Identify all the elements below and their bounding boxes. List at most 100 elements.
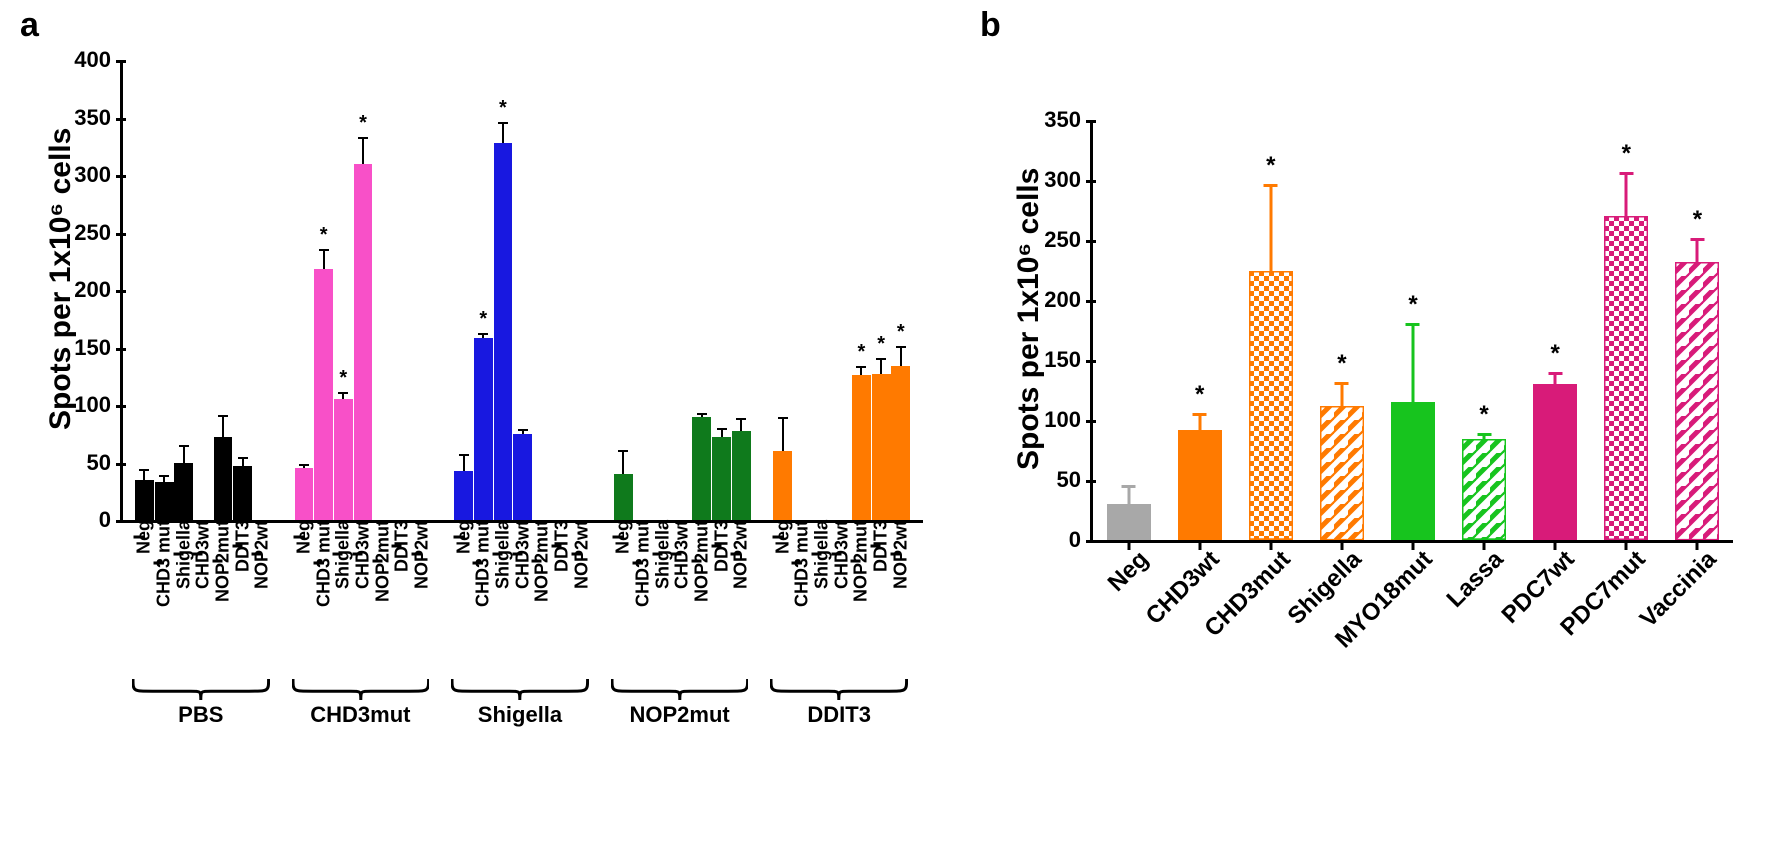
error-bar xyxy=(1127,485,1130,504)
error-bar xyxy=(740,418,742,432)
panel-a-bar: * xyxy=(891,366,910,520)
significance-star: * xyxy=(339,367,347,390)
panel-a-bar-label: NOP2mut xyxy=(213,520,234,602)
error-bar xyxy=(1198,413,1201,430)
panel-a-bar-label: CHD3 mut xyxy=(313,520,334,607)
error-bar xyxy=(323,249,325,270)
panel-a-bar xyxy=(174,463,193,521)
panel-a-group: NegCHD3 mutShigellaCHD3wtNOP2mutDDIT3NOP… xyxy=(135,60,273,520)
panel-a-bar-label: NOP2wt xyxy=(252,520,273,589)
panel-a-bar-label: Shigella xyxy=(173,520,194,589)
panel-a-bar: * xyxy=(494,143,513,520)
panel-a-bar xyxy=(454,471,473,520)
panel-b-bar: * xyxy=(1462,439,1506,540)
error-bar xyxy=(342,392,344,399)
panel-b-bar: * xyxy=(1604,216,1648,540)
significance-star: * xyxy=(1622,140,1631,168)
error-bar xyxy=(143,469,145,479)
panel-a-group: NegCHD3 mutShigellaCHD3wtNOP2mut*DDIT3*N… xyxy=(773,60,911,520)
panel-b-ytick: 50 xyxy=(1057,467,1093,493)
significance-star: * xyxy=(1551,340,1560,368)
panel-a-bar-label: NOP2wt xyxy=(411,520,432,589)
error-bar xyxy=(362,137,364,163)
significance-star: * xyxy=(1266,152,1275,180)
panel-b-ytick: 250 xyxy=(1044,227,1093,253)
significance-star: * xyxy=(479,308,487,331)
panel-a: a Spots per 1x10⁶ cells 0501001502002503… xyxy=(0,0,960,860)
group-label: PBS xyxy=(132,702,270,728)
error-bar xyxy=(1554,372,1557,384)
panel-a-bar: * xyxy=(334,399,353,520)
panel-a-bar-label: Shigella xyxy=(652,520,673,589)
panel-a-bar-label: CHD3wt xyxy=(193,520,214,589)
panel-b-ytick: 350 xyxy=(1044,107,1093,133)
panel-a-bar: * xyxy=(474,338,493,520)
error-bar xyxy=(1696,238,1699,262)
panel-a-bar-label: CHD3 mut xyxy=(154,520,175,607)
panel-a-bar xyxy=(233,466,252,520)
panel-a-bar-label: Shigella xyxy=(812,520,833,589)
error-bar xyxy=(701,413,703,416)
panel-a-ytick: 300 xyxy=(74,162,123,188)
panel-b-bar-label: Vaccinia xyxy=(1630,540,1723,633)
error-bar xyxy=(860,366,862,375)
panel-a-bar-label: NOP2mut xyxy=(532,520,553,602)
panel-a-bar-label: DDIT3 xyxy=(392,520,413,572)
panel-a-bar: * xyxy=(314,269,333,520)
panel-b-ylabel: Spots per 1x10⁶ cells xyxy=(1012,168,1046,470)
panel-a-bar-label: CHD3wt xyxy=(512,520,533,589)
panel-a-group: NegCHD3 mut*Shigella*CHD3wtNOP2mutDDIT3N… xyxy=(454,60,592,520)
panel-a-bar-label: NOP2wt xyxy=(571,520,592,589)
error-bar xyxy=(721,428,723,437)
error-bar xyxy=(880,358,882,374)
panel-a-bar-label: CHD3wt xyxy=(831,520,852,589)
group-brace: CHD3mut xyxy=(292,678,430,700)
significance-star: * xyxy=(499,97,507,120)
error-bar xyxy=(502,122,504,143)
panel-a-bar-label: NOP2wt xyxy=(731,520,752,589)
significance-star: * xyxy=(877,333,885,356)
panel-a-bar: * xyxy=(354,164,373,521)
panel-a-ylabel: Spots per 1x10⁶ cells xyxy=(44,128,78,430)
error-bar xyxy=(900,346,902,366)
panel-a-ytick: 0 xyxy=(99,507,123,533)
significance-star: * xyxy=(1408,291,1417,319)
panel-b-bar-label: Neg xyxy=(1096,540,1154,598)
error-bar xyxy=(303,464,305,469)
error-bar xyxy=(1340,382,1343,406)
panel-b-bar xyxy=(1107,504,1151,540)
group-label: Shigella xyxy=(451,702,589,728)
significance-star: * xyxy=(897,321,905,344)
panel-a-bar-label: Neg xyxy=(134,520,155,554)
error-bar xyxy=(242,457,244,466)
panel-a-bar xyxy=(712,437,731,520)
panel-a-bar-label: Neg xyxy=(772,520,793,554)
panel-a-ytick: 50 xyxy=(87,450,123,476)
error-bar xyxy=(1625,172,1628,216)
panel-a-bar-label: CHD3 mut xyxy=(473,520,494,607)
panel-b-bar: * xyxy=(1320,406,1364,540)
panel-a-bar-label: DDIT3 xyxy=(232,520,253,572)
panel-b-ytick: 150 xyxy=(1044,347,1093,373)
panel-a-bar-label: DDIT3 xyxy=(871,520,892,572)
significance-star: * xyxy=(1337,350,1346,378)
panel-a-ytick: 200 xyxy=(74,277,123,303)
panel-a-bar-label: CHD3 mut xyxy=(792,520,813,607)
panel-a-brace-row: PBS CHD3mut Shigella NOP2mut DDIT3 xyxy=(120,678,920,718)
significance-star: * xyxy=(359,112,367,135)
panel-a-bar xyxy=(135,480,154,520)
group-label: CHD3mut xyxy=(292,702,430,728)
panel-a-bar-label: CHD3 mut xyxy=(632,520,653,607)
significance-star: * xyxy=(858,341,866,364)
error-bar xyxy=(782,417,784,452)
panel-b-bar: * xyxy=(1533,384,1577,540)
error-bar xyxy=(222,415,224,437)
panel-a-bar: * xyxy=(852,375,871,520)
error-bar xyxy=(622,450,624,474)
panel-a-ytick: 400 xyxy=(74,47,123,73)
panel-b-ytick: 0 xyxy=(1069,527,1093,553)
panel-a-bar xyxy=(614,474,633,520)
panel-a-bar xyxy=(155,482,174,520)
panel-a-bar xyxy=(295,468,314,520)
panel-b: b Spots per 1x10⁶ cells 0501001502002503… xyxy=(960,0,1772,860)
